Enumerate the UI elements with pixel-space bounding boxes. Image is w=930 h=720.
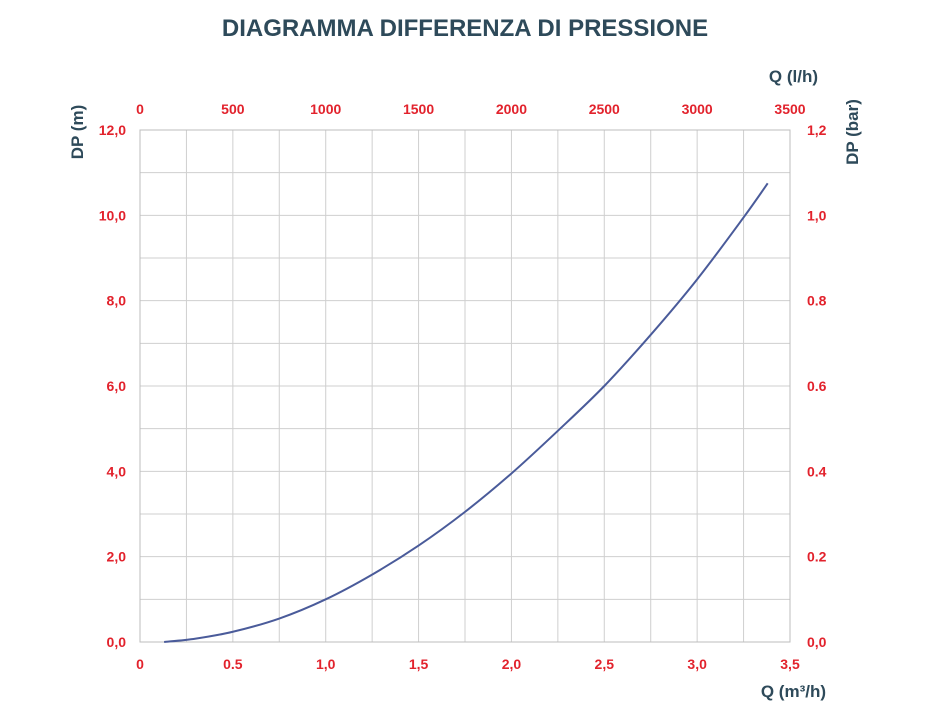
x-tick-label: 2,5: [595, 656, 615, 672]
x2-tick-label: 0: [136, 101, 144, 117]
y2-tick-label: 0.4: [807, 463, 827, 479]
x2-tick-label: 1500: [403, 101, 434, 117]
y2-tick-label: 0.6: [807, 378, 827, 394]
chart-title: DIAGRAMMA DIFFERENZA DI PRESSIONE: [222, 15, 708, 42]
y2-tick-label: 0,0: [807, 634, 827, 650]
y-tick-label: 0,0: [107, 634, 127, 650]
y-tick-label: 8,0: [107, 293, 127, 309]
series-line: [164, 182, 769, 643]
plot-frame: [139, 129, 791, 643]
y2-axis-title: DP (bar): [843, 99, 862, 165]
y2-tick-label: 0.2: [807, 549, 827, 565]
y2-tick-label: 0.8: [807, 293, 827, 309]
x-tick-label: 1,0: [316, 656, 336, 672]
tick-labels: 0 0.5 1,0 1,5 2,0 2,5 3,0 3,5 0 500 1000 1500 2000 25…: [99, 101, 827, 672]
y-tick-label: 2,0: [107, 549, 127, 565]
y-tick-label: 12,0: [99, 122, 126, 138]
x-axis-title: Q (m³/h): [761, 682, 826, 701]
x2-tick-label: 3500: [774, 101, 805, 117]
x2-tick-label: 500: [221, 101, 245, 117]
x-tick-label: 1,5: [409, 656, 429, 672]
y-axis-title: DP (m): [68, 105, 87, 159]
y2-tick-label: 1,2: [807, 122, 827, 138]
y-tick-label: 10,0: [99, 207, 126, 223]
x-tick-label: 0.5: [223, 656, 243, 672]
x2-tick-label: 2000: [496, 101, 527, 117]
x-tick-label: 3,5: [780, 656, 800, 672]
x2-tick-label: 2500: [589, 101, 620, 117]
x2-tick-label: 1000: [310, 101, 341, 117]
y-tick-label: 4,0: [107, 463, 127, 479]
x2-tick-label: 3000: [682, 101, 713, 117]
x-tick-label: 0: [136, 656, 144, 672]
y-tick-label: 6,0: [107, 378, 127, 394]
grid-lines: [140, 130, 790, 642]
x2-axis-title: Q (l/h): [769, 67, 818, 86]
x-tick-label: 3,0: [687, 656, 707, 672]
x-tick-label: 2,0: [502, 656, 522, 672]
y2-tick-label: 1,0: [807, 207, 827, 223]
